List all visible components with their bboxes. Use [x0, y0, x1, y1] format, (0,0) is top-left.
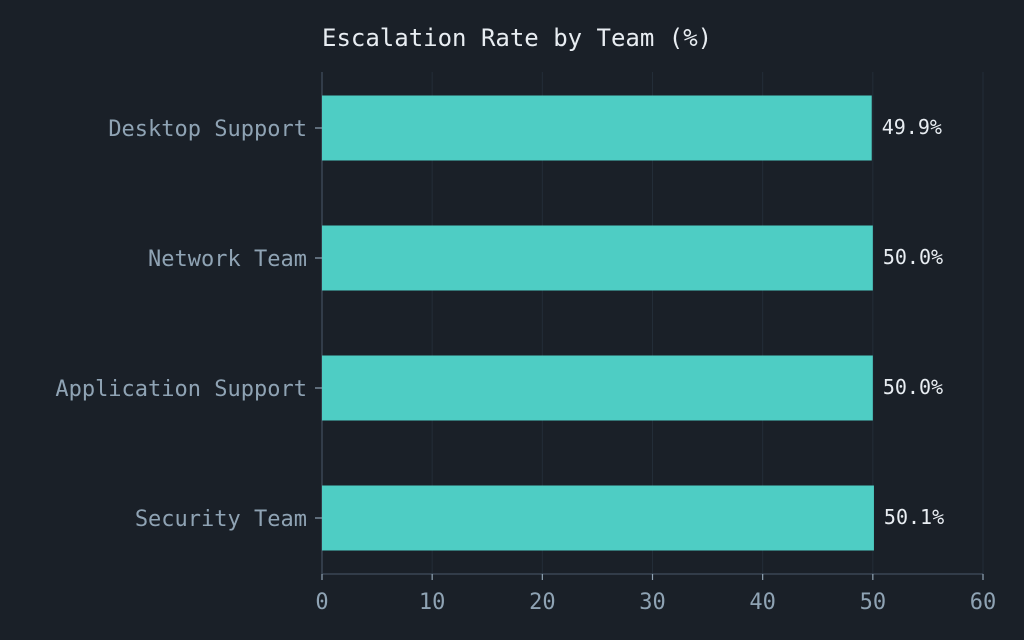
x-tick-label: 0	[315, 590, 328, 615]
value-label: 50.0%	[883, 245, 943, 269]
x-tick-label: 30	[639, 590, 666, 615]
x-tick-label: 40	[749, 590, 776, 615]
bar	[322, 95, 872, 161]
x-tick-label: 60	[970, 590, 997, 615]
value-label: 50.1%	[884, 505, 944, 529]
x-tick-label: 10	[419, 590, 446, 615]
labels: 0 10 20 30 40 50 60 Desktop Support 49.9% Network…	[55, 115, 996, 615]
bars	[322, 95, 874, 551]
category-label: Network Team	[148, 247, 307, 272]
x-tick-label: 50	[860, 590, 887, 615]
chart-title: Escalation Rate by Team (%)	[322, 24, 712, 52]
category-label: Desktop Support	[108, 117, 307, 142]
value-label: 50.0%	[883, 375, 943, 399]
bar	[322, 355, 873, 421]
category-label: Security Team	[135, 507, 307, 532]
category-label: Application Support	[55, 377, 307, 402]
value-label: 49.9%	[882, 115, 942, 139]
x-tick-label: 20	[529, 590, 556, 615]
bar	[322, 485, 874, 551]
bar	[322, 225, 873, 291]
